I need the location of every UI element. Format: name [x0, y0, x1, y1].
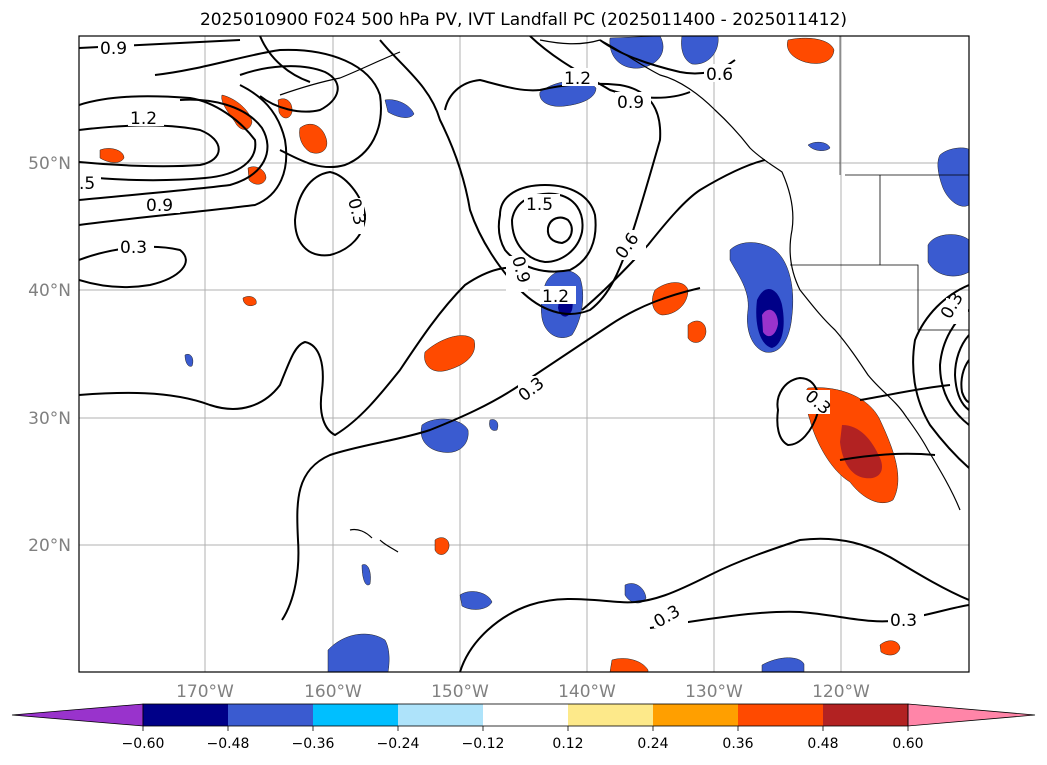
colorbar-segment	[738, 704, 823, 726]
anomaly-negative	[762, 309, 778, 337]
colorbar-tick-label: 0.36	[722, 736, 753, 752]
lon-tick-label: 170°W	[176, 682, 234, 702]
anomaly-negative	[361, 564, 371, 586]
colorbar-segment	[398, 704, 483, 726]
colorbar-segment	[823, 704, 908, 726]
colorbar-tick-label: −0.60	[122, 736, 165, 752]
anomaly-positive	[687, 320, 707, 343]
anomaly-negative	[927, 234, 969, 277]
lat-tick-label: 50°N	[28, 154, 71, 174]
lat-tick-label: 30°N	[28, 409, 71, 429]
contour-label: 1.2	[130, 109, 157, 129]
contour-label: 0.9	[146, 196, 173, 216]
anomaly-negative	[420, 418, 469, 453]
anomaly-negative	[624, 583, 647, 604]
anomaly-negative	[681, 36, 719, 65]
contour-label: 1.5	[526, 195, 553, 215]
colorbar-tick-label: −0.48	[207, 736, 250, 752]
anomaly-negative	[327, 633, 390, 672]
anomaly-negative	[184, 354, 194, 367]
contour-label: 1.2	[542, 287, 569, 307]
contour-label: 0.3	[120, 238, 147, 258]
anomaly-positive	[879, 640, 901, 656]
gridlines	[79, 36, 969, 672]
anomaly-positive	[242, 296, 257, 306]
lon-tick-labels: 170°W 160°W 150°W 140°W 130°W 120°W	[176, 682, 870, 702]
ivt-anomaly-fills	[99, 36, 969, 672]
colorbar-tick-label: 0.60	[892, 736, 923, 752]
lat-tick-label: 20°N	[28, 536, 71, 556]
lon-tick-label: 130°W	[685, 682, 743, 702]
anomaly-positive	[652, 282, 689, 316]
map-title: 2025010900 F024 500 hPa PV, IVT Landfall…	[199, 10, 847, 30]
colorbar-tick-label: −0.36	[292, 736, 335, 752]
anomaly-positive	[299, 123, 328, 154]
anomaly-positive	[221, 94, 253, 130]
anomaly-negative	[489, 419, 499, 431]
colorbar-tick-label: 0.24	[637, 736, 668, 752]
lon-tick-label: 150°W	[431, 682, 489, 702]
colorbar-extend-max	[907, 703, 1036, 727]
contour-label: 0.3	[890, 611, 917, 631]
contour-label: 0.9	[100, 39, 127, 59]
anomaly-positive	[787, 37, 835, 64]
anomaly-negative	[384, 99, 415, 118]
colorbar-segment	[313, 704, 398, 726]
colorbar: −0.60 −0.48 −0.36 −0.24 −0.12 0.12 0.24 0.36 0.4…	[11, 703, 1036, 752]
colorbar-tick-label: −0.12	[462, 736, 505, 752]
anomaly-positive	[434, 537, 450, 555]
lon-tick-label: 160°W	[304, 682, 362, 702]
plot-area	[79, 36, 969, 672]
anomaly-positive	[424, 335, 475, 372]
colorbar-tick-label: 0.48	[807, 736, 838, 752]
contour-label: .5	[79, 174, 95, 194]
colorbar-tick-label: −0.24	[377, 736, 420, 752]
colorbar-segment	[568, 704, 653, 726]
coastlines	[279, 36, 969, 553]
contour-label: 0.6	[706, 65, 733, 85]
anomaly-positive	[840, 425, 883, 479]
colorbar-segment	[483, 704, 568, 726]
colorbar-segment	[143, 704, 228, 726]
anomaly-negative	[761, 657, 805, 672]
colorbar-segment	[653, 704, 738, 726]
contour-label: 0.9	[617, 93, 644, 113]
contour-label: 1.2	[564, 69, 591, 89]
colorbar-extend-min	[11, 703, 144, 727]
lon-tick-label: 140°W	[558, 682, 616, 702]
colorbar-tick-label: 0.12	[552, 736, 583, 752]
contour-labels: 0.9 1.2 .5 0.9 0.3 1.2 0.9 0.6 1.5 0.3 0…	[79, 38, 968, 632]
lat-tick-labels: 50°N 40°N 30°N 20°N	[28, 154, 71, 556]
lat-tick-label: 40°N	[28, 281, 71, 301]
lon-tick-label: 120°W	[812, 682, 870, 702]
anomaly-negative	[459, 591, 493, 610]
anomaly-negative	[937, 147, 969, 207]
anomaly-negative	[609, 36, 664, 69]
anomaly-positive	[247, 166, 267, 185]
plot-frame	[78, 35, 970, 673]
anomaly-positive	[99, 148, 125, 163]
anomaly-negative	[807, 141, 831, 151]
colorbar-segment	[228, 704, 313, 726]
